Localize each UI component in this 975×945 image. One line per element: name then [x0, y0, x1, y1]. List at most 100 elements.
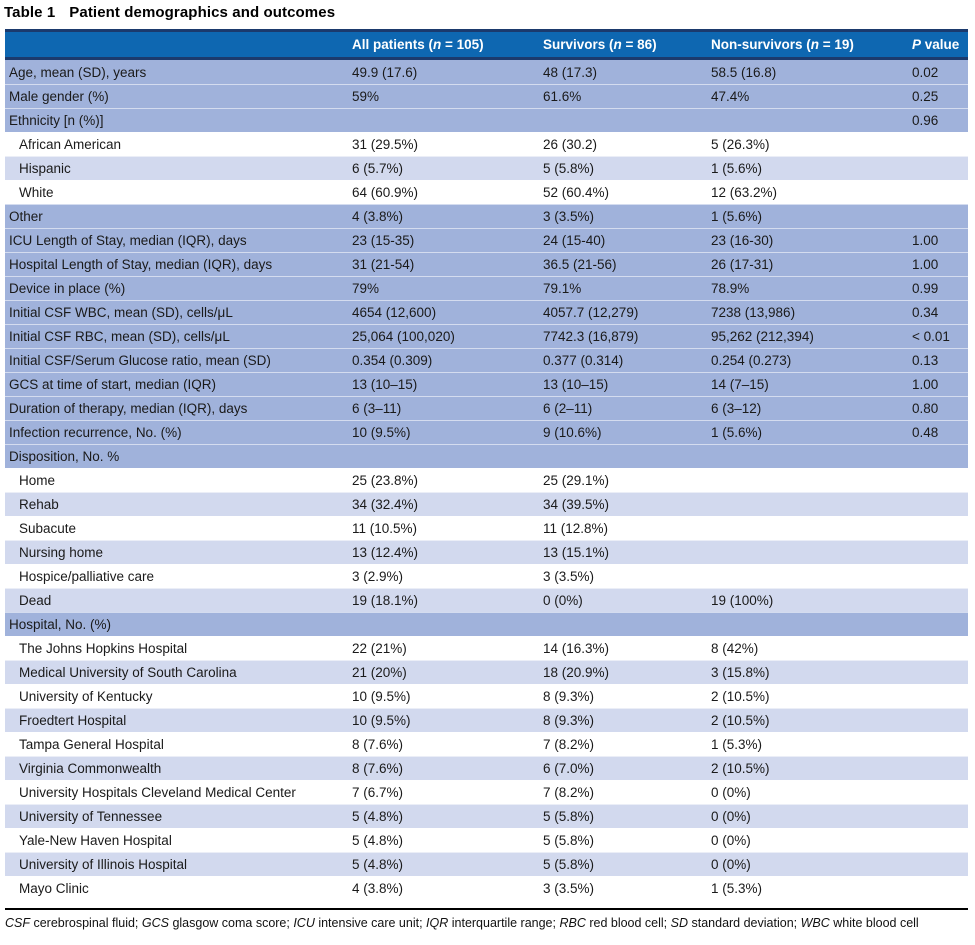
abbr-term: RBC [559, 916, 586, 930]
cell-non-survivors: 6 (3–12) [711, 401, 762, 416]
row-label: University of Kentucky [19, 689, 153, 704]
abbr-term: GCS [141, 916, 169, 930]
cell-all-patients: 11 (10.5%) [352, 521, 418, 536]
cell-survivors: 4057.7 (12,279) [543, 305, 639, 320]
header-italic-n: n [433, 37, 442, 52]
cell-all-patients: 13 (10–15) [352, 377, 418, 392]
table-row: Device in place (%) 79% 79.1% 78.9% 0.99 [5, 276, 968, 300]
cell-survivors: 36.5 (21-56) [543, 257, 617, 272]
cell-all-patients: 0.354 (0.309) [352, 353, 433, 368]
cell-survivors: 3 (3.5%) [543, 881, 595, 896]
cell-non-survivors: 0.254 (0.273) [711, 353, 792, 368]
row-label: Rehab [19, 497, 59, 512]
cell-survivors: 14 (16.3%) [543, 641, 610, 656]
table-row: Ethnicity [n (%)] 0.96 [5, 108, 968, 132]
cell-non-survivors: 14 (7–15) [711, 377, 769, 392]
row-label: GCS at time of start, median (IQR) [9, 377, 217, 392]
header-italic-p: P [912, 37, 922, 52]
table-row: Other 4 (3.8%) 3 (3.5%) 1 (5.6%) [5, 204, 968, 228]
row-label: The Johns Hopkins Hospital [19, 641, 188, 656]
cell-all-patients: 59% [352, 89, 380, 104]
row-label: Hospital Length of Stay, median (IQR), d… [9, 257, 273, 272]
cell-non-survivors: 0 (0%) [711, 785, 751, 800]
header-text: value [921, 37, 960, 52]
table-row: Froedtert Hospital 10 (9.5%) 8 (9.3%) 2 (10… [5, 708, 968, 732]
row-label: Disposition, No. % [9, 449, 120, 464]
table-body: Age, mean (SD), years 49.9 (17.6) 48 (17.3… [5, 60, 968, 900]
table-row: Rehab 34 (32.4%) 34 (39.5%) [5, 492, 968, 516]
row-label: Subacute [19, 521, 77, 536]
row-label: Initial CSF RBC, mean (SD), cells/μL [9, 329, 230, 344]
cell-non-survivors: 1 (5.6%) [711, 425, 763, 440]
cell-all-patients: 5 (4.8%) [352, 857, 404, 872]
header-italic-n: n [613, 37, 622, 52]
cell-survivors: 61.6% [543, 89, 582, 104]
row-label: Infection recurrence, No. (%) [9, 425, 182, 440]
row-label: Duration of therapy, median (IQR), days [9, 401, 248, 416]
header-text: = 19) [819, 37, 854, 52]
row-label: Nursing home [19, 545, 104, 560]
cell-all-patients: 34 (32.4%) [352, 497, 419, 512]
col-header-non-survivors: Non-survivors (n = 19) [711, 37, 912, 52]
cell-p-value: 1.00 [912, 377, 939, 392]
table-number: Table 1 [4, 4, 56, 21]
table-row: Male gender (%) 59% 61.6% 47.4% 0.25 [5, 84, 968, 108]
cell-non-survivors: 5 (26.3%) [711, 137, 770, 152]
table-row: Infection recurrence, No. (%) 10 (9.5%) 9 … [5, 420, 968, 444]
cell-non-survivors: 58.5 (16.8) [711, 64, 777, 80]
cell-p-value: 0.48 [912, 425, 939, 440]
row-label: African American [19, 137, 122, 152]
abbr-term: IQR [426, 916, 449, 930]
row-label: Device in place (%) [9, 281, 126, 296]
cell-survivors: 79.1% [543, 281, 582, 296]
table-row: Yale-New Haven Hospital 5 (4.8%) 5 (5.8%) 0… [5, 828, 968, 852]
cell-all-patients: 25,064 (100,020) [352, 329, 455, 344]
cell-all-patients: 10 (9.5%) [352, 425, 411, 440]
cell-non-survivors: 1 (5.3%) [711, 737, 763, 752]
row-label: Yale-New Haven Hospital [19, 833, 172, 848]
cell-all-patients: 25 (23.8%) [352, 473, 419, 488]
table-row: University of Tennessee 5 (4.8%) 5 (5.8%) 0… [5, 804, 968, 828]
cell-all-patients: 5 (4.8%) [352, 833, 404, 848]
cell-all-patients: 10 (9.5%) [352, 713, 411, 728]
col-header-all-patients: All patients (n = 105) [352, 37, 543, 52]
cell-survivors: 5 (5.8%) [543, 857, 595, 872]
cell-all-patients: 8 (7.6%) [352, 761, 404, 776]
row-label: Froedtert Hospital [19, 713, 127, 728]
cell-all-patients: 64 (60.9%) [352, 185, 419, 200]
row-label: Virginia Commonwealth [19, 761, 162, 776]
row-label: Mayo Clinic [19, 881, 89, 896]
cell-all-patients: 21 (20%) [352, 665, 407, 680]
table-row: Hispanic 6 (5.7%) 5 (5.8%) 1 (5.6%) [5, 156, 968, 180]
cell-survivors: 7 (8.2%) [543, 785, 595, 800]
cell-survivors: 6 (2–11) [543, 401, 593, 416]
abbr-term: ICU [293, 916, 315, 930]
table-row: White 64 (60.9%) 52 (60.4%) 12 (63.2%) [5, 180, 968, 204]
cell-non-survivors: 8 (42%) [711, 641, 759, 656]
cell-survivors: 8 (9.3%) [543, 689, 595, 704]
cell-non-survivors: 2 (10.5%) [711, 761, 770, 776]
table-row: Hospital, No. (%) [5, 612, 968, 636]
row-label: Tampa General Hospital [19, 737, 164, 752]
cell-all-patients: 6 (5.7%) [352, 161, 404, 176]
cell-p-value: 0.99 [912, 281, 939, 296]
row-label: Hospital, No. (%) [9, 617, 112, 632]
cell-survivors: 5 (5.8%) [543, 809, 595, 824]
table-row: University Hospitals Cleveland Medical C… [5, 780, 968, 804]
table-row: African American 31 (29.5%) 26 (30.2) 5 (26… [5, 132, 968, 156]
row-label: Initial CSF WBC, mean (SD), cells/μL [9, 305, 233, 320]
cell-survivors: 11 (12.8%) [543, 521, 609, 536]
cell-all-patients: 13 (12.4%) [352, 545, 419, 560]
cell-non-survivors: 1 (5.6%) [711, 161, 763, 176]
cell-all-patients: 4 (3.8%) [352, 209, 404, 224]
table-row: University of Kentucky 10 (9.5%) 8 (9.3%) 2… [5, 684, 968, 708]
cell-survivors: 5 (5.8%) [543, 833, 595, 848]
cell-survivors: 0 (0%) [543, 593, 583, 608]
cell-survivors: 52 (60.4%) [543, 185, 610, 200]
cell-survivors: 3 (3.5%) [543, 209, 595, 224]
demographics-table: All patients (n = 105) Survivors (n = 86… [5, 29, 968, 900]
table-row: Initial CSF/Serum Glucose ratio, mean (S… [5, 348, 968, 372]
table-row: Tampa General Hospital 8 (7.6%) 7 (8.2%) 1 … [5, 732, 968, 756]
cell-non-survivors: 26 (17-31) [711, 257, 774, 272]
